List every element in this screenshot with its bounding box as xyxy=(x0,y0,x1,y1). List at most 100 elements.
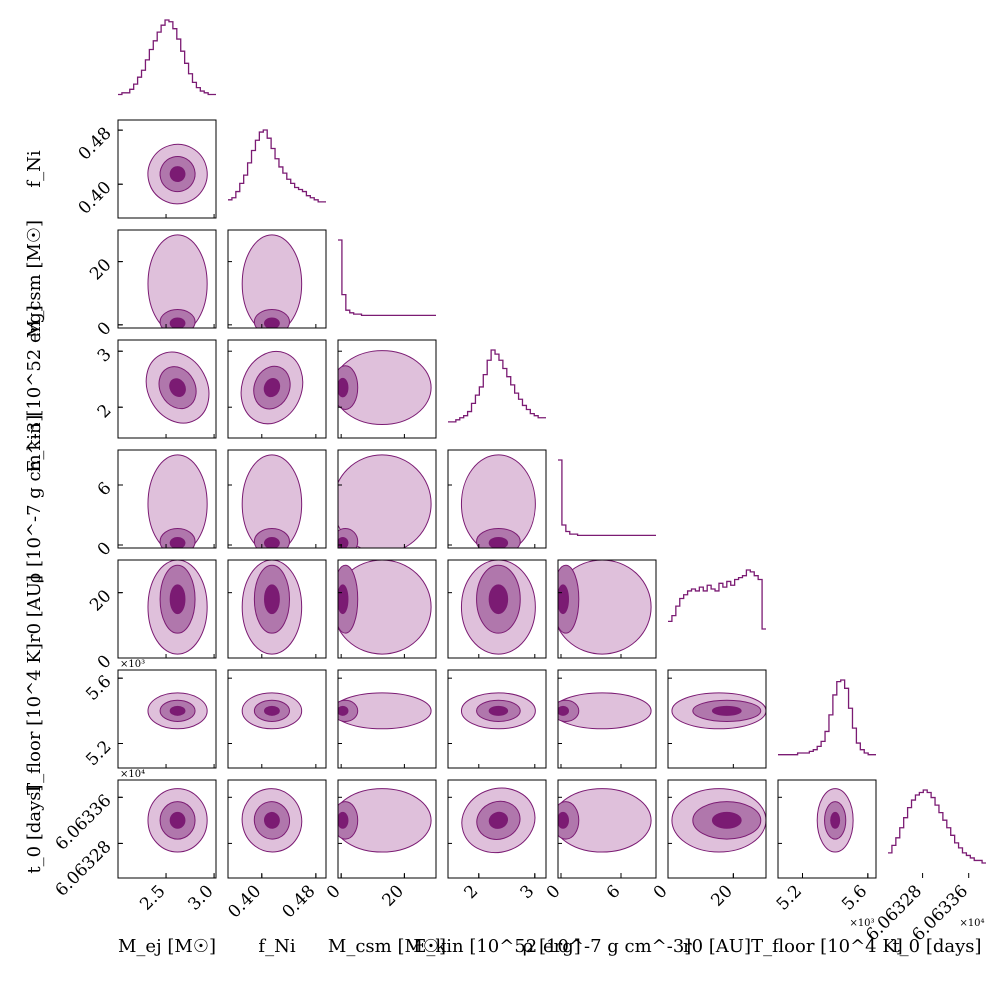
histogram-tfl xyxy=(778,679,876,756)
panel-rho-tfl xyxy=(557,669,657,769)
contour-2sigma xyxy=(147,454,208,548)
histogram-rho xyxy=(558,459,656,537)
panel-frame xyxy=(447,449,547,549)
panel-frame xyxy=(117,559,217,659)
panel-frame xyxy=(117,449,217,549)
y-axis-label-r0: r0 [AU] xyxy=(24,575,45,643)
histogram-ekin xyxy=(448,349,546,423)
y-axis-label-t0: t_0 [days] xyxy=(24,784,45,873)
x-tick-label-mej: 3.0 xyxy=(184,881,217,914)
histogram-step-r0 xyxy=(668,569,766,630)
x-tick-label-mej: 2.5 xyxy=(136,881,169,914)
panel-frame xyxy=(227,449,327,549)
panel-frame xyxy=(447,779,547,879)
contour-0.5sigma xyxy=(488,537,509,548)
panel-frame xyxy=(227,339,327,439)
x-axis-label-ekin: E_kin [10^52 erg] xyxy=(413,936,581,957)
y-tick-label-mcsm: 20 xyxy=(86,255,115,284)
y-tick-label-ekin: 2 xyxy=(94,401,116,423)
contour-2sigma xyxy=(460,454,536,548)
panel-frame xyxy=(117,339,217,439)
panel-mej-rho xyxy=(117,449,217,549)
x-tick-label-r0: 0 xyxy=(650,881,672,903)
histogram-mcsm xyxy=(338,239,436,317)
y-axis-label-mcsm: M_csm [M☉] xyxy=(24,220,45,338)
y-tick-label-r0: 20 xyxy=(86,586,115,615)
x-tick-label-ekin: 3 xyxy=(517,881,539,903)
contour-0.5sigma xyxy=(338,705,349,716)
panel-ekin-t0 xyxy=(447,779,547,879)
y-tick-label-r0: 0 xyxy=(94,651,116,673)
x-offset-label-tfl: ×10³ xyxy=(849,918,874,929)
x-tick-label-r0: 20 xyxy=(707,881,736,910)
y-tick-label-rho: 6 xyxy=(94,478,116,500)
y-tick-label-mcsm: 0 xyxy=(94,318,116,340)
histogram-step-rho xyxy=(558,459,656,537)
panel-frame xyxy=(447,669,547,769)
contour-0.5sigma xyxy=(169,166,186,182)
contour-2sigma xyxy=(241,454,303,548)
contour-0.5sigma xyxy=(263,705,280,716)
contour-0.5sigma xyxy=(169,378,186,397)
x-offset-label-t0: ×10⁴ xyxy=(959,918,984,929)
x-tick-label-mcsm: 20 xyxy=(378,881,407,910)
x-axis-label-tfl: T_floor [10^4 K] xyxy=(751,936,903,957)
panel-mej-ekin xyxy=(117,339,217,439)
x-axis-label-mej: M_ej [M☉] xyxy=(118,936,216,957)
panel-fni-ekin xyxy=(227,339,327,439)
panel-mej-mcsm xyxy=(117,229,217,329)
panel-fni-t0 xyxy=(227,779,327,879)
panel-ekin-rho xyxy=(447,449,547,549)
contour-2sigma xyxy=(338,788,432,853)
panel-frame xyxy=(337,559,437,659)
x-tick-label-fni: 0.48 xyxy=(278,881,319,922)
panel-frame xyxy=(117,669,217,769)
histogram-step-t0 xyxy=(888,789,986,864)
contour-0.5sigma xyxy=(169,584,186,615)
panel-frame xyxy=(227,229,327,329)
contour-0.5sigma xyxy=(263,317,280,328)
contour-2sigma xyxy=(147,234,208,328)
contour-0.5sigma xyxy=(711,705,742,716)
histogram-step-mej xyxy=(118,19,216,96)
panel-mcsm-ekin xyxy=(337,339,437,439)
contour-0.5sigma xyxy=(558,705,569,716)
y-tick-label-fni: 0.40 xyxy=(75,178,116,219)
panel-frame xyxy=(337,779,437,879)
panel-frame xyxy=(557,779,657,879)
x-tick-label-mcsm: 0 xyxy=(323,881,345,903)
contour-0.5sigma xyxy=(169,537,186,548)
panel-rho-r0 xyxy=(557,559,657,659)
panel-fni-rho xyxy=(227,449,327,549)
x-tick-label-tfl: 5.6 xyxy=(838,881,871,914)
y-tick-label-tfl: 5.6 xyxy=(82,672,115,705)
contour-2sigma xyxy=(338,350,432,426)
panel-frame xyxy=(777,779,877,879)
contour-0.5sigma xyxy=(169,317,186,328)
panel-ekin-r0 xyxy=(447,559,547,659)
x-tick-label-tfl: 5.2 xyxy=(773,881,806,914)
panel-frame xyxy=(117,229,217,329)
panel-frame xyxy=(557,559,657,659)
panel-frame xyxy=(337,449,437,549)
y-axis-label-rho: ρ [10^-7 g cm^-3] xyxy=(24,415,45,584)
panel-ekin-tfl xyxy=(447,669,547,769)
y-tick-label-fni: 0.48 xyxy=(75,124,116,165)
x-axis-label-fni: f_Ni xyxy=(258,936,295,957)
y-axis-label-fni: f_Ni xyxy=(24,150,45,187)
panel-fni-mcsm xyxy=(227,229,327,329)
histogram-step-ekin xyxy=(448,349,546,423)
contour-2sigma xyxy=(558,560,652,655)
panel-frame xyxy=(337,339,437,439)
contour-0.5sigma xyxy=(488,811,509,829)
contour-0.5sigma xyxy=(558,584,569,615)
contour-0.5sigma xyxy=(263,811,280,829)
histogram-r0 xyxy=(668,569,766,630)
panel-frame xyxy=(667,669,767,769)
x-tick-label-fni: 0.40 xyxy=(224,881,265,922)
panel-frame xyxy=(667,779,767,879)
y-axis-label-ekin: E_kin [10^52 erg] xyxy=(24,305,45,473)
panel-rho-t0 xyxy=(557,779,657,879)
histogram-step-mcsm xyxy=(338,239,436,317)
contour-0.5sigma xyxy=(169,705,186,716)
